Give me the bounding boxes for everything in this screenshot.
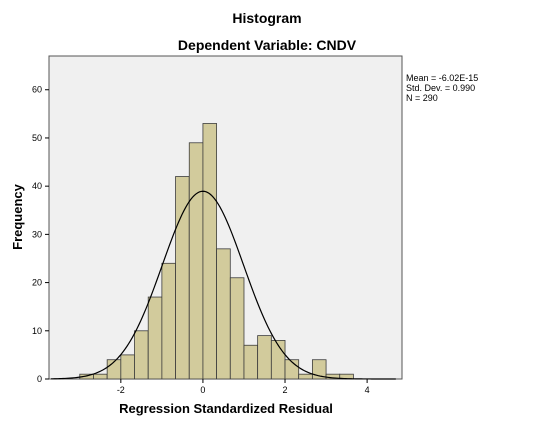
histogram-bar-9: [202, 123, 218, 380]
y-tick-label-10: 10: [32, 326, 42, 336]
y-axis-title: Frequency: [10, 183, 25, 250]
histogram-bar-7: [175, 176, 190, 380]
x-tick-label--2: -2: [117, 385, 125, 395]
normal-curve: [51, 190, 396, 380]
histogram-bar-4: [134, 330, 149, 380]
chart-title: Histogram: [232, 10, 301, 26]
histogram-bar-1: [93, 373, 108, 380]
y-tick-label-30: 30: [32, 229, 42, 239]
histogram-bar-8: [188, 142, 204, 380]
stat-mean: Mean = -6.02E-15: [406, 73, 478, 83]
chart-subtitle: Dependent Variable: CNDV: [178, 37, 357, 53]
x-tick-label-0: 0: [200, 385, 205, 395]
histogram-bar-11: [229, 277, 245, 380]
histogram-bar-10: [216, 248, 231, 380]
x-tick-label-4: 4: [365, 385, 370, 395]
y-tick-label-50: 50: [32, 133, 42, 143]
x-tick-label-2: 2: [283, 385, 288, 395]
histogram-bar-13: [257, 335, 272, 380]
histogram-bar-12: [243, 344, 259, 380]
y-axis-ticks: 0 10 20 30 40 50 60: [32, 85, 49, 384]
histogram-bar-6: [161, 262, 176, 380]
bars-group: [79, 123, 354, 380]
x-axis-title: Regression Standardized Residual: [119, 401, 333, 416]
histogram-bar-5: [147, 296, 163, 380]
x-axis-ticks: -2 0 2 4: [117, 379, 370, 395]
histogram-bar-16: [298, 373, 313, 380]
y-tick-label-0: 0: [37, 374, 42, 384]
y-tick-label-20: 20: [32, 278, 42, 288]
histogram-bar-3: [120, 354, 135, 380]
y-tick-label-60: 60: [32, 85, 42, 95]
stat-n: N = 290: [406, 93, 438, 103]
stat-std-dev: Std. Dev. = 0.990: [406, 83, 475, 93]
histogram-bar-17: [311, 359, 327, 380]
y-tick-label-40: 40: [32, 181, 42, 191]
